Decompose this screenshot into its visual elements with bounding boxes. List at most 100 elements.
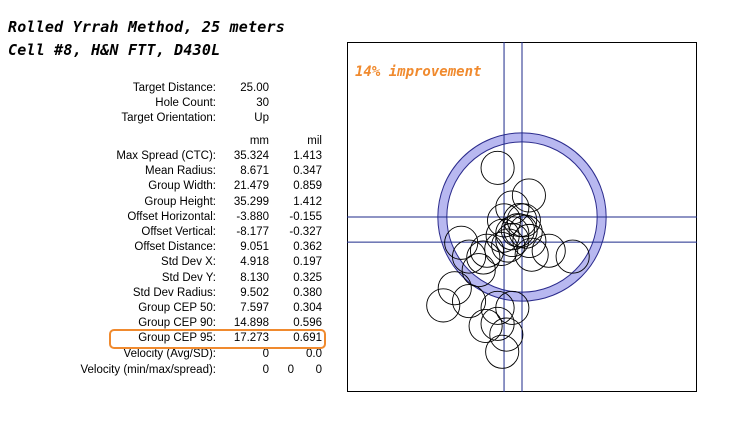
bullet-hole bbox=[452, 284, 487, 319]
stat-mil-value: 0.859 bbox=[293, 180, 322, 193]
stat-label: Std Dev Y: bbox=[161, 271, 216, 284]
bullet-hole bbox=[495, 222, 530, 258]
bullet-hole bbox=[503, 203, 538, 238]
bullet-hole bbox=[514, 237, 549, 272]
stat-mil-value: 0.304 bbox=[293, 302, 322, 314]
bullet-hole bbox=[531, 233, 566, 268]
stat-label: Target Distance: bbox=[132, 82, 216, 94]
stat-mil-value: 0.0 bbox=[306, 347, 322, 360]
stat-mil-value: 0.596 bbox=[293, 317, 322, 330]
bullet-hole bbox=[468, 308, 503, 344]
bullet-hole bbox=[511, 178, 546, 213]
stat-mm-value: 7.597 bbox=[240, 302, 269, 314]
stat-mil-value: -0.327 bbox=[289, 226, 322, 238]
stat-row: Mean Radius: 8.671 0.347 bbox=[0, 164, 740, 179]
velocity-spread: 0 bbox=[315, 364, 322, 376]
stat-row: Group CEP 95: 17.273 0.691 bbox=[0, 331, 740, 346]
bullet-hole bbox=[495, 190, 530, 225]
stat-mil-value: 0.325 bbox=[293, 271, 322, 284]
stat-row-hole-count: Hole Count: 30 bbox=[0, 96, 740, 111]
stat-label: Group CEP 50: bbox=[138, 302, 216, 314]
stat-row: Std Dev Y: 8.130 0.325 bbox=[0, 271, 740, 286]
stat-value: Up bbox=[254, 112, 269, 124]
stat-value: 30 bbox=[256, 97, 269, 109]
stat-mm-value: 9.502 bbox=[240, 286, 269, 299]
stat-mm-value: 17.273 bbox=[233, 332, 269, 345]
stat-label: Group Height: bbox=[144, 195, 216, 208]
stat-mil-value: 1.413 bbox=[293, 150, 322, 162]
bullet-hole bbox=[512, 223, 547, 258]
stat-label: Std Dev Radius: bbox=[132, 286, 216, 299]
bullet-hole bbox=[485, 218, 520, 253]
stat-row: Offset Horizontal: -3.880 -0.155 bbox=[0, 210, 740, 225]
stat-label: Offset Vertical: bbox=[141, 226, 216, 238]
report-subtitle: Cell #8, H&N FTT, D430L bbox=[8, 41, 221, 59]
stat-mm-value: 14.898 bbox=[233, 317, 269, 330]
stat-label: Offset Horizontal: bbox=[127, 210, 216, 223]
bullet-hole bbox=[485, 334, 520, 369]
bullet-hole bbox=[452, 239, 487, 274]
stat-row: Group CEP 50: 7.597 0.304 bbox=[0, 301, 740, 316]
bullet-hole bbox=[437, 271, 472, 306]
stat-mm-value: -8.177 bbox=[236, 226, 269, 238]
stat-row-target-orientation: Target Orientation: Up bbox=[0, 111, 740, 126]
stat-row: Velocity (Avg/SD): 0 0.0 bbox=[0, 347, 740, 362]
stat-label: Velocity (min/max/spread): bbox=[80, 364, 217, 376]
cep95-highlight-box bbox=[109, 329, 326, 349]
stat-row: Group CEP 90: 14.898 0.596 bbox=[0, 316, 740, 331]
stat-row: Std Dev Radius: 9.502 0.380 bbox=[0, 286, 740, 301]
stat-mil-value: 0.362 bbox=[293, 241, 322, 254]
stat-mm-value: 9.051 bbox=[240, 241, 269, 254]
stat-label: Offset Distance: bbox=[134, 241, 216, 254]
report-title: Rolled Yrrah Method, 25 meters bbox=[8, 18, 285, 36]
stat-label: Mean Radius: bbox=[145, 165, 216, 178]
stat-mm-value: 35.299 bbox=[233, 195, 269, 208]
stat-row: Offset Distance: 9.051 0.362 bbox=[0, 240, 740, 255]
bullet-hole bbox=[469, 233, 505, 268]
bullet-hole bbox=[480, 150, 515, 185]
bullet-hole bbox=[487, 203, 522, 238]
bullet-hole bbox=[495, 290, 530, 325]
stat-row: Max Spread (CTC): 35.324 1.413 bbox=[0, 149, 740, 164]
bullet-hole bbox=[426, 288, 461, 323]
stat-label: Group Width: bbox=[148, 180, 216, 193]
stat-label: Max Spread (CTC): bbox=[116, 150, 216, 162]
stat-row-velocity-min-max-spread: Velocity (min/max/spread): 0 0 0 bbox=[0, 363, 740, 378]
unit-mil-header: mil bbox=[307, 135, 322, 147]
velocity-min: 0 bbox=[262, 364, 269, 376]
velocity-max: 0 bbox=[287, 364, 294, 376]
stat-row: Offset Vertical: -8.177 -0.327 bbox=[0, 225, 740, 240]
stat-row: Group Width: 21.479 0.859 bbox=[0, 179, 740, 194]
stat-mil-value: 0.691 bbox=[293, 332, 322, 345]
stat-mm-value: 35.324 bbox=[233, 150, 269, 162]
bullet-hole bbox=[555, 239, 590, 274]
bullet-hole bbox=[491, 228, 526, 263]
stat-mm-value: 8.130 bbox=[240, 271, 269, 284]
units-header: mm mil bbox=[0, 134, 740, 149]
bullet-hole bbox=[480, 290, 515, 325]
stat-label: Group CEP 95: bbox=[138, 332, 216, 345]
stat-row: Group Height: 35.299 1.412 bbox=[0, 195, 740, 210]
stat-mil-value: -0.155 bbox=[289, 210, 322, 223]
stat-mm-value: 4.918 bbox=[240, 256, 269, 269]
stat-label: Velocity (Avg/SD): bbox=[123, 347, 216, 360]
bullet-hole bbox=[461, 253, 496, 288]
stat-label: Target Orientation: bbox=[121, 112, 216, 124]
stat-label: Group CEP 90: bbox=[138, 317, 216, 330]
bullet-hole bbox=[466, 240, 501, 275]
stat-mil-value: 0.197 bbox=[293, 256, 322, 269]
stat-label: Hole Count: bbox=[155, 97, 216, 109]
unit-mm-header: mm bbox=[249, 135, 269, 147]
stat-mm-value: 21.479 bbox=[233, 180, 269, 193]
stat-value: 25.00 bbox=[240, 82, 269, 94]
shot-group-plot: 14% improvement bbox=[347, 42, 697, 392]
stat-row-target-distance: Target Distance: 25.00 bbox=[0, 81, 740, 96]
stat-mm-value: -3.880 bbox=[236, 210, 269, 223]
stat-mil-value: 0.380 bbox=[293, 286, 322, 299]
bullet-hole bbox=[503, 213, 538, 248]
bullet-hole bbox=[489, 317, 524, 352]
stat-mil-value: 0.347 bbox=[293, 165, 322, 178]
bullet-hole bbox=[480, 306, 515, 341]
improvement-annotation: 14% improvement bbox=[355, 64, 481, 80]
stat-row: Std Dev X: 4.918 0.197 bbox=[0, 255, 740, 270]
